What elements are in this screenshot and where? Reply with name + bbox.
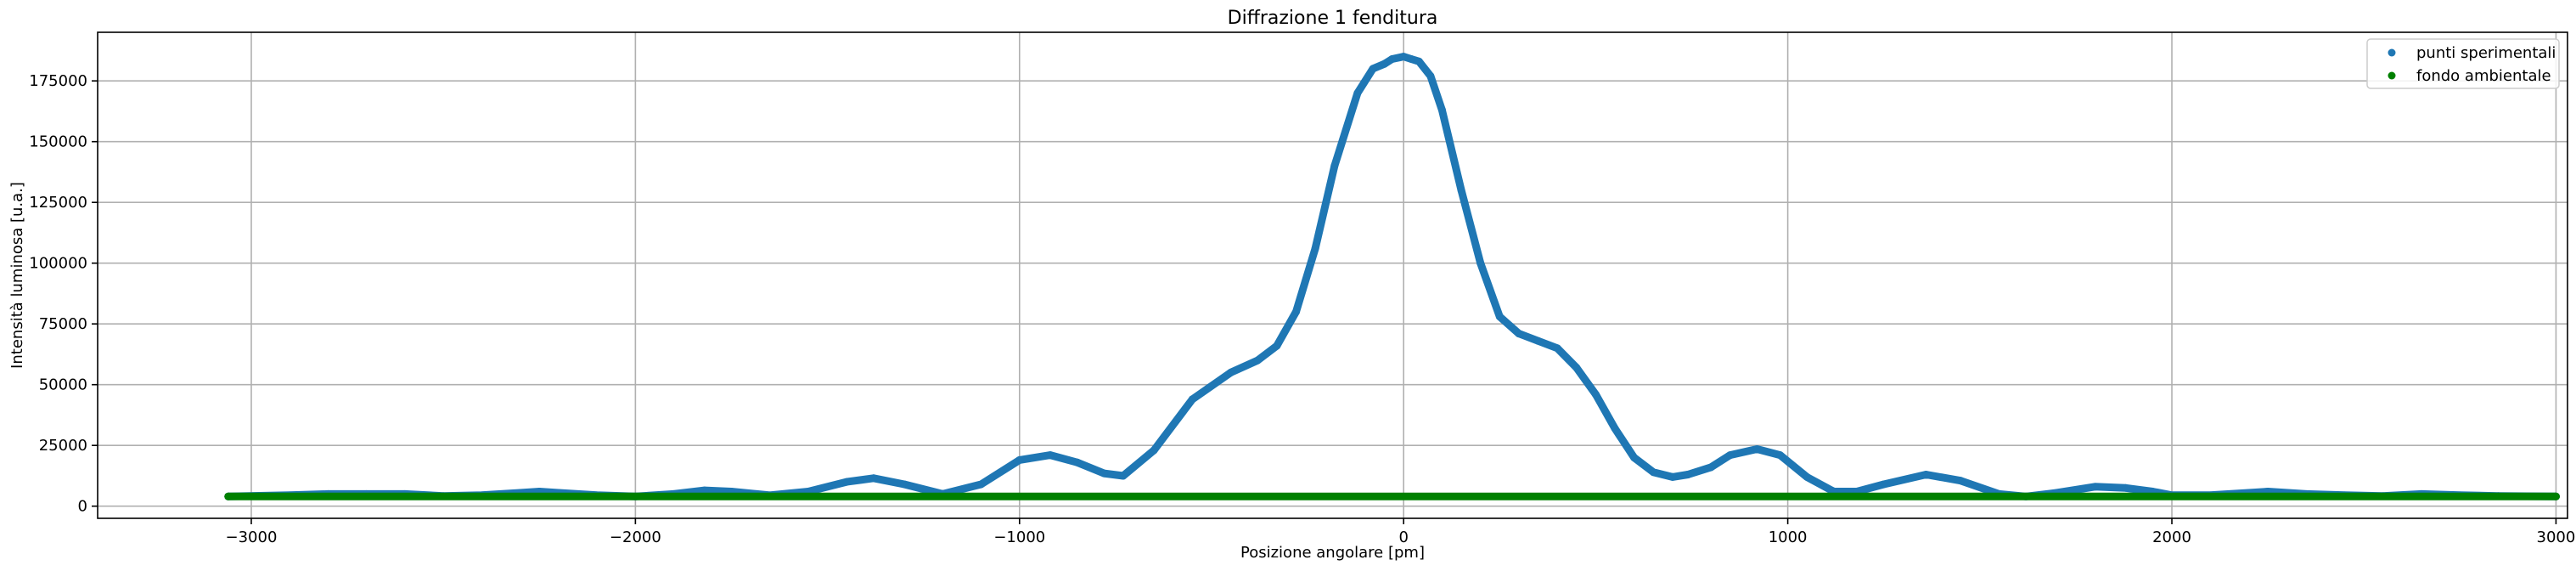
data-point — [1253, 356, 1262, 365]
x-axis-ticks: −3000 −2000 −1000 0 1000 2000 3000 — [226, 518, 2576, 546]
data-point — [1437, 106, 1446, 115]
data-point — [1457, 186, 1465, 195]
data-point — [1707, 463, 1715, 472]
data-point — [1752, 444, 1761, 453]
data-point — [1726, 451, 1735, 460]
y-tick-label: 75000 — [39, 315, 87, 333]
y-tick-label: 150000 — [29, 133, 87, 151]
data-point — [1921, 471, 1930, 479]
data-point — [2551, 492, 2560, 500]
data-point — [1476, 259, 1485, 268]
data-point — [1292, 308, 1301, 316]
series-trace-punti-sperimentali — [224, 53, 2560, 500]
data-point — [1572, 364, 1581, 372]
data-point — [1630, 454, 1639, 461]
data-point — [1388, 54, 1397, 63]
data-point — [900, 480, 908, 489]
data-point — [1515, 330, 1523, 338]
x-tick-label: −3000 — [226, 529, 278, 546]
data-point — [1880, 480, 1888, 489]
y-tick-label: 100000 — [29, 255, 87, 273]
data-point — [1415, 57, 1423, 65]
y-tick-label: 50000 — [39, 376, 87, 394]
data-point — [1188, 395, 1196, 404]
data-point — [1369, 65, 1377, 73]
data-point — [1073, 458, 1082, 466]
data-point — [1495, 313, 1504, 321]
data-point — [1611, 424, 1619, 432]
data-point — [1684, 471, 1692, 479]
legend-marker-punti-sperimentali — [2388, 48, 2396, 57]
data-point — [224, 492, 233, 500]
legend: punti sperimentali fondo ambientale — [2366, 38, 2560, 89]
series-layer — [224, 53, 2560, 500]
y-tick-label: 125000 — [29, 194, 87, 212]
data-point — [842, 478, 851, 486]
data-point — [1227, 368, 1235, 376]
plot-area-background — [98, 32, 2568, 518]
data-point — [1956, 477, 1965, 485]
data-point — [1100, 469, 1108, 478]
data-point — [2122, 483, 2130, 492]
data-point — [1119, 472, 1128, 480]
x-tick-label: −2000 — [610, 529, 661, 546]
legend-box — [2366, 38, 2560, 89]
grid — [98, 32, 2568, 518]
data-point — [1591, 390, 1600, 399]
data-point — [1399, 53, 1408, 61]
legend-label-fondo-ambientale: fondo ambientale — [2416, 67, 2551, 85]
data-point — [1649, 468, 1657, 477]
legend-marker-fondo-ambientale — [2388, 71, 2396, 80]
y-axis-title: Intensità luminosa [u.a.] — [8, 182, 26, 369]
legend-label-punti-sperimentali: punti sperimentali — [2416, 44, 2556, 62]
x-axis-title: Posizione angolare [pm] — [1240, 544, 1425, 562]
data-point — [2091, 483, 2100, 491]
y-tick-label: 25000 — [39, 437, 87, 455]
data-point — [1150, 446, 1158, 455]
data-point — [869, 474, 878, 483]
series-fondo-ambientale — [224, 492, 2560, 500]
data-point — [1381, 59, 1389, 68]
data-point — [1668, 472, 1677, 481]
x-tick-label: −1000 — [993, 529, 1045, 546]
data-point — [1534, 336, 1543, 345]
data-point — [1353, 89, 1362, 97]
data-point — [1407, 54, 1415, 63]
data-point — [1426, 71, 1435, 80]
data-point — [1046, 451, 1055, 460]
y-axis-ticks: 0 25000 50000 75000 100000 125000 150000 175000 — [29, 72, 98, 516]
axes-frame — [97, 31, 2568, 519]
x-tick-label: 3000 — [2537, 529, 2576, 546]
data-point — [1273, 342, 1281, 350]
data-point — [1553, 344, 1561, 353]
data-point — [977, 480, 986, 489]
data-point — [700, 486, 709, 495]
y-tick-label: 175000 — [29, 72, 87, 90]
data-point — [1311, 245, 1319, 253]
x-tick-label: 0 — [1398, 529, 1408, 546]
data-point — [1015, 455, 1024, 464]
y-tick-label: 0 — [78, 498, 87, 516]
data-point — [1776, 451, 1785, 460]
chart-title: Diffrazione 1 fenditura — [1228, 8, 1438, 29]
x-tick-label: 1000 — [1769, 529, 1808, 546]
x-tick-label: 2000 — [2152, 529, 2191, 546]
data-point — [1330, 161, 1339, 170]
data-point — [1803, 472, 1811, 481]
